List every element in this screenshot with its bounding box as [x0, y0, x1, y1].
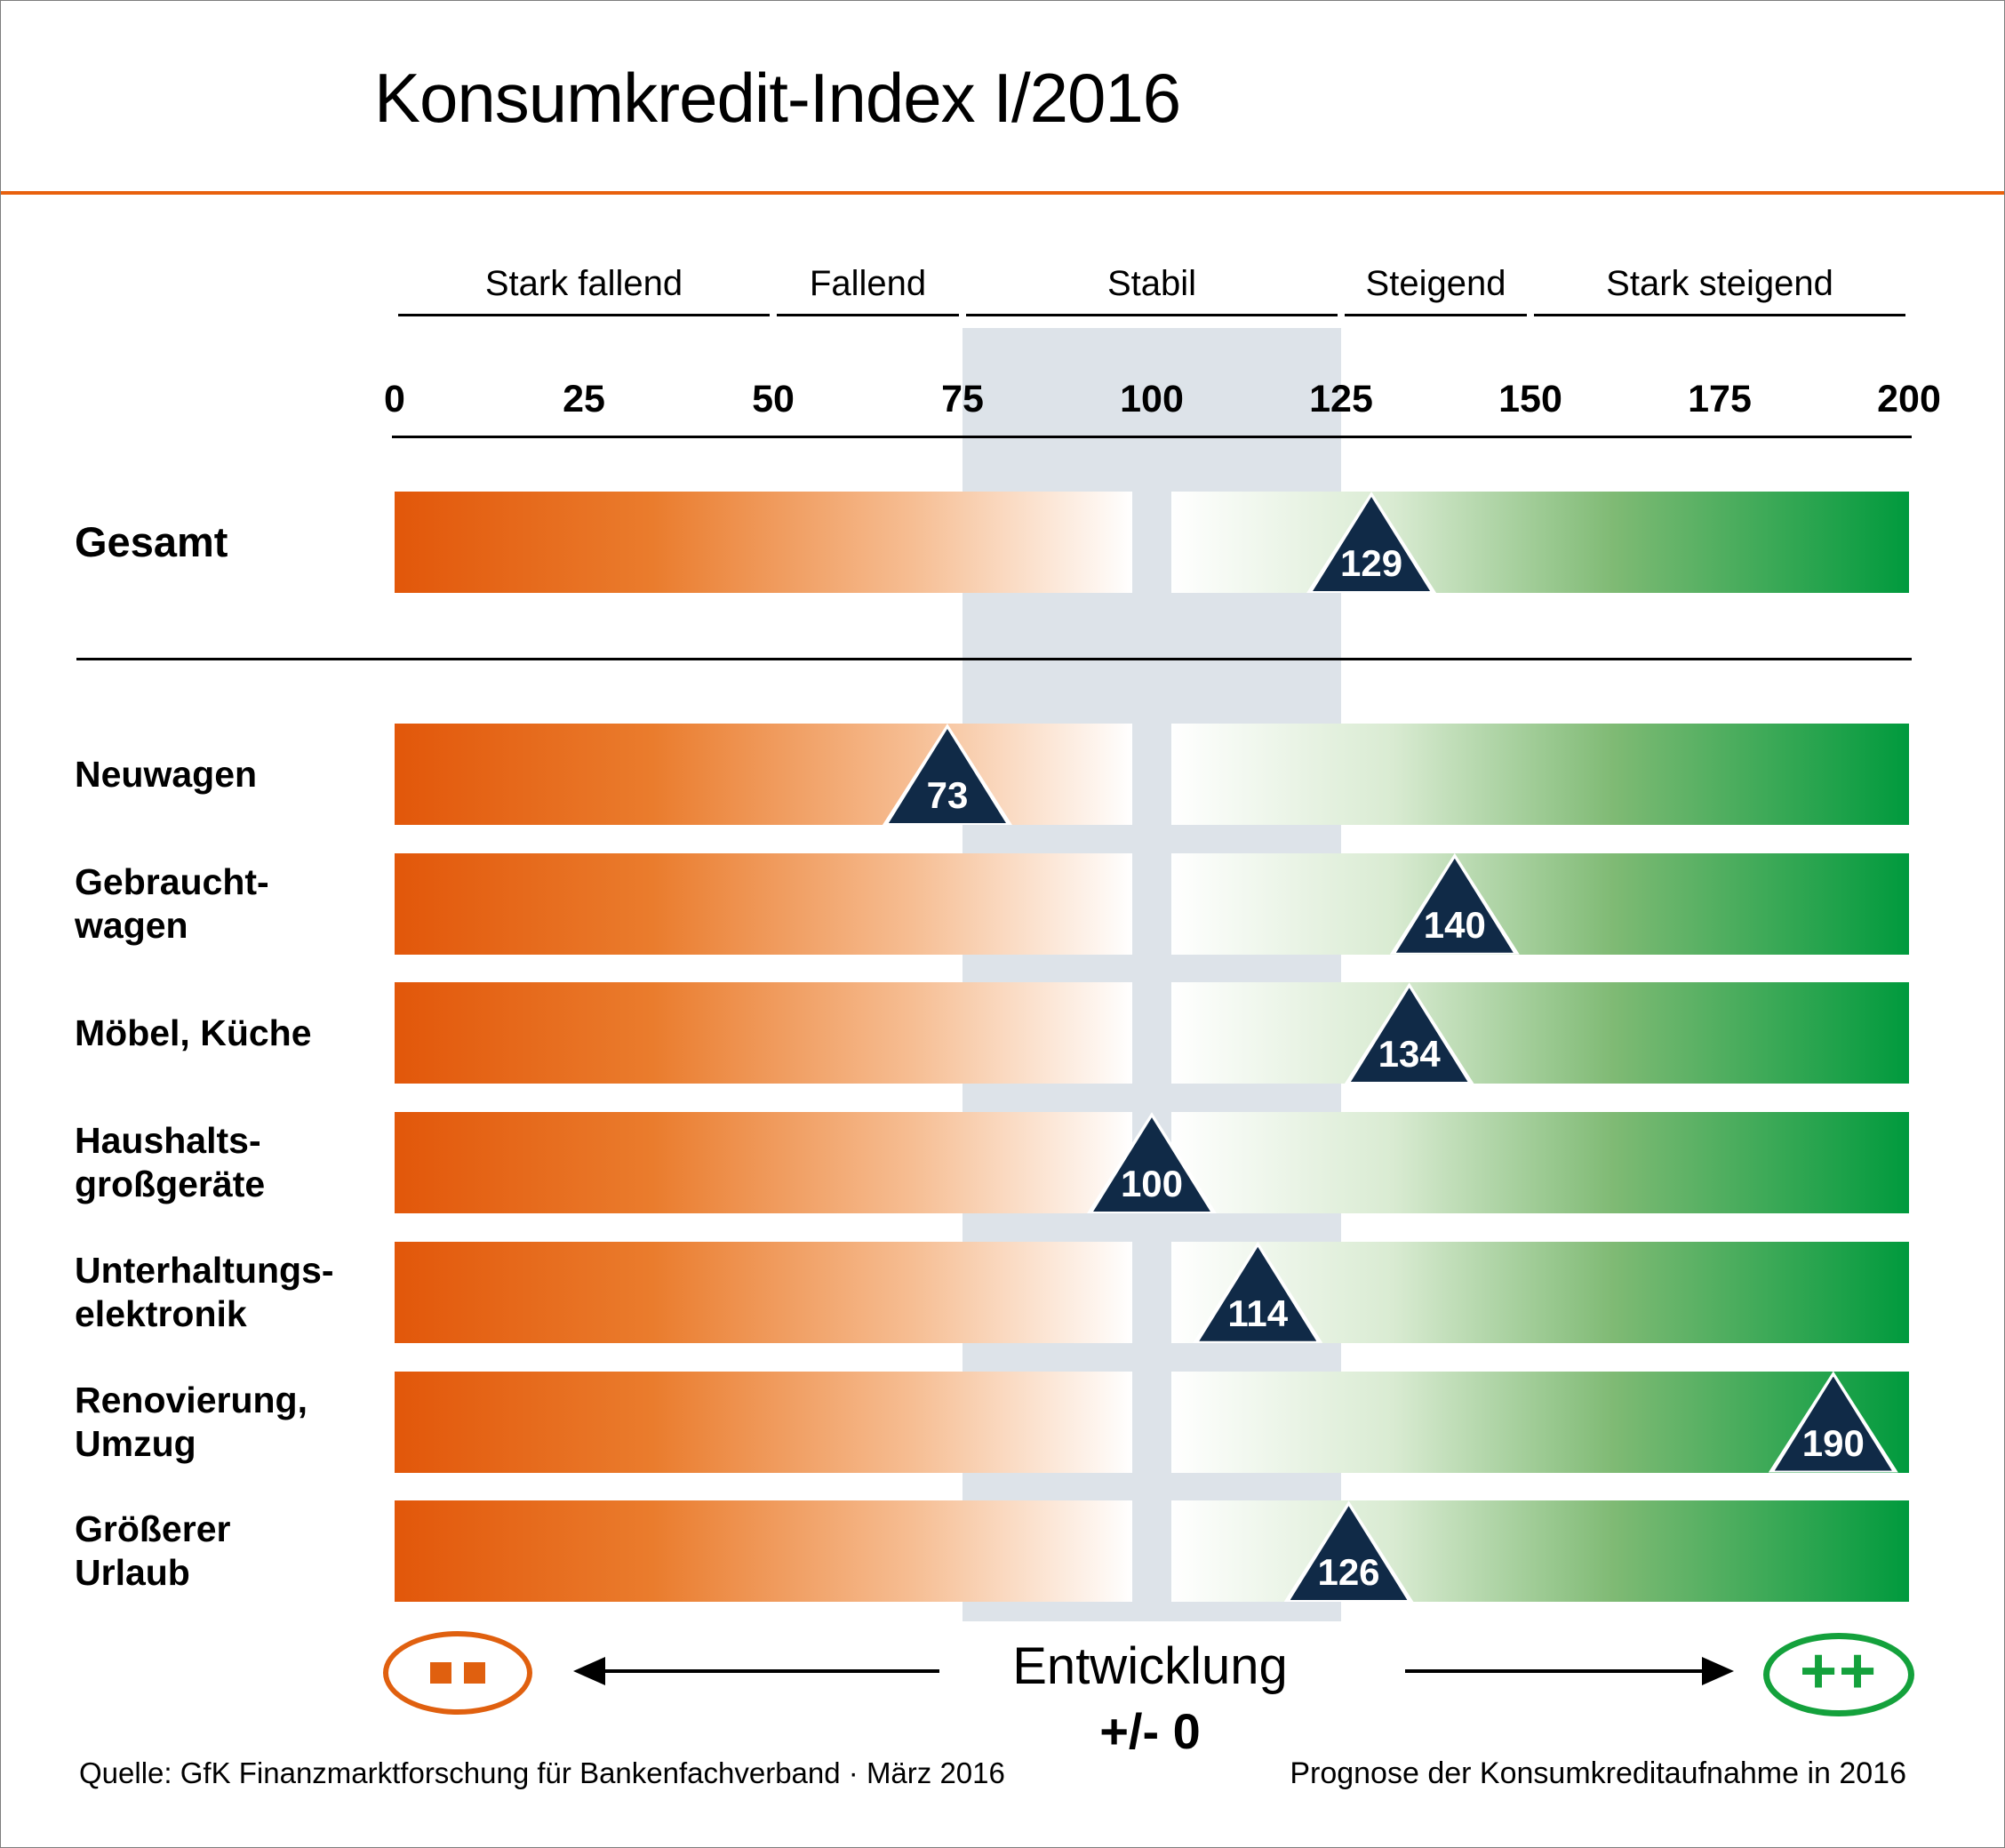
right-arrow-icon: [1405, 1657, 1734, 1685]
zone-label: Stark fallend: [484, 264, 683, 303]
marker-value: 134: [1378, 1033, 1441, 1076]
forecast-note: Prognose der Konsumkreditaufnahme in 201…: [1290, 1756, 1906, 1790]
value-marker: 134: [1344, 982, 1474, 1084]
positive-gradient-bar: [1171, 492, 1909, 593]
negative-gradient-bar: [395, 492, 1132, 593]
row-label: Neuwagen: [75, 753, 258, 795]
value-marker: 190: [1768, 1371, 1898, 1473]
zone-underline: [1534, 314, 1905, 316]
negative-gradient-bar: [395, 1371, 1132, 1473]
row-label: Größerer Urlaub: [75, 1508, 231, 1594]
value-marker: 126: [1283, 1500, 1414, 1603]
source-note: Quelle: GfK Finanzmarktforschung für Ban…: [79, 1756, 1005, 1789]
zone-underline: [1345, 314, 1527, 316]
marker-value: 100: [1120, 1163, 1184, 1205]
marker-value: 126: [1317, 1551, 1380, 1594]
negative-gradient-bar: [395, 724, 1132, 825]
zone-label: Steigend: [1365, 264, 1506, 303]
title-divider-rule: [1, 191, 2004, 195]
axis-tick-label: 25: [563, 378, 605, 420]
marker-value: 140: [1423, 903, 1486, 946]
marker-value: 73: [926, 774, 969, 816]
marker-value: 190: [1801, 1421, 1865, 1464]
positive-gradient-bar: [1171, 1500, 1909, 1603]
row-label: Unterhaltungs-elektronik: [75, 1249, 334, 1334]
page-title: Konsumkredit-Index I/2016: [374, 59, 1181, 137]
marker-value: 114: [1227, 1292, 1289, 1334]
left-arrow-shaft: [600, 1669, 939, 1673]
left-arrow-icon: [573, 1657, 939, 1685]
zone-label: Stabil: [1106, 264, 1197, 303]
positive-gradient-bar: [1171, 1112, 1909, 1214]
strong-increase-badge: ++: [1763, 1633, 1914, 1716]
positive-gradient-bar: [1171, 982, 1909, 1084]
marker-value: 129: [1340, 542, 1403, 584]
legend-zero-label: +/- 0: [1099, 1703, 1201, 1759]
zone-underline: [966, 314, 1338, 316]
value-marker: 140: [1389, 852, 1520, 955]
negative-gradient-bar: [395, 1112, 1132, 1214]
negative-gradient-bar: [395, 982, 1132, 1084]
minus-square-icon: [430, 1662, 451, 1684]
right-arrow-shaft: [1405, 1669, 1707, 1673]
right-arrowhead-icon: [1702, 1657, 1734, 1685]
axis-tick-label: 100: [1120, 378, 1184, 420]
total-separator-line: [76, 658, 1912, 660]
positive-gradient-bar: [1171, 724, 1909, 825]
value-marker: 114: [1193, 1241, 1323, 1343]
axis-line: [392, 436, 1912, 438]
row-label: Gesamt: [75, 518, 228, 565]
negative-gradient-bar: [395, 1241, 1132, 1343]
plus-plus-label: ++: [1799, 1636, 1879, 1707]
value-marker: 129: [1306, 492, 1437, 593]
axis-tick-label: 175: [1688, 378, 1752, 420]
row-label: Möbel, Küche: [75, 1012, 312, 1053]
axis-tick-label: 75: [941, 378, 984, 420]
strong-decrease-badge: [383, 1631, 532, 1715]
axis-tick-label: 50: [752, 378, 795, 420]
axis-tick-label: 200: [1877, 378, 1941, 420]
zone-label: Stark steigend: [1606, 264, 1833, 303]
row-label: Renovierung, Umzug: [75, 1379, 308, 1464]
axis-tick-label: 150: [1498, 378, 1562, 420]
zone-label: Fallend: [809, 264, 927, 303]
zone-underline: [777, 314, 959, 316]
value-marker: 100: [1087, 1112, 1217, 1214]
negative-gradient-bar: [395, 1500, 1132, 1603]
row-label: Haushalts-großgeräte: [75, 1120, 266, 1205]
zone-underline: [398, 314, 770, 316]
value-marker: 73: [882, 724, 1012, 825]
positive-gradient-bar: [1171, 852, 1909, 955]
negative-gradient-bar: [395, 852, 1132, 955]
legend-title: Entwicklung: [1012, 1637, 1288, 1695]
row-label: Gebraucht-wagen: [75, 860, 269, 946]
minus-square-icon: [464, 1662, 485, 1684]
axis-tick-label: 0: [384, 378, 405, 420]
axis-tick-label: 125: [1309, 378, 1373, 420]
